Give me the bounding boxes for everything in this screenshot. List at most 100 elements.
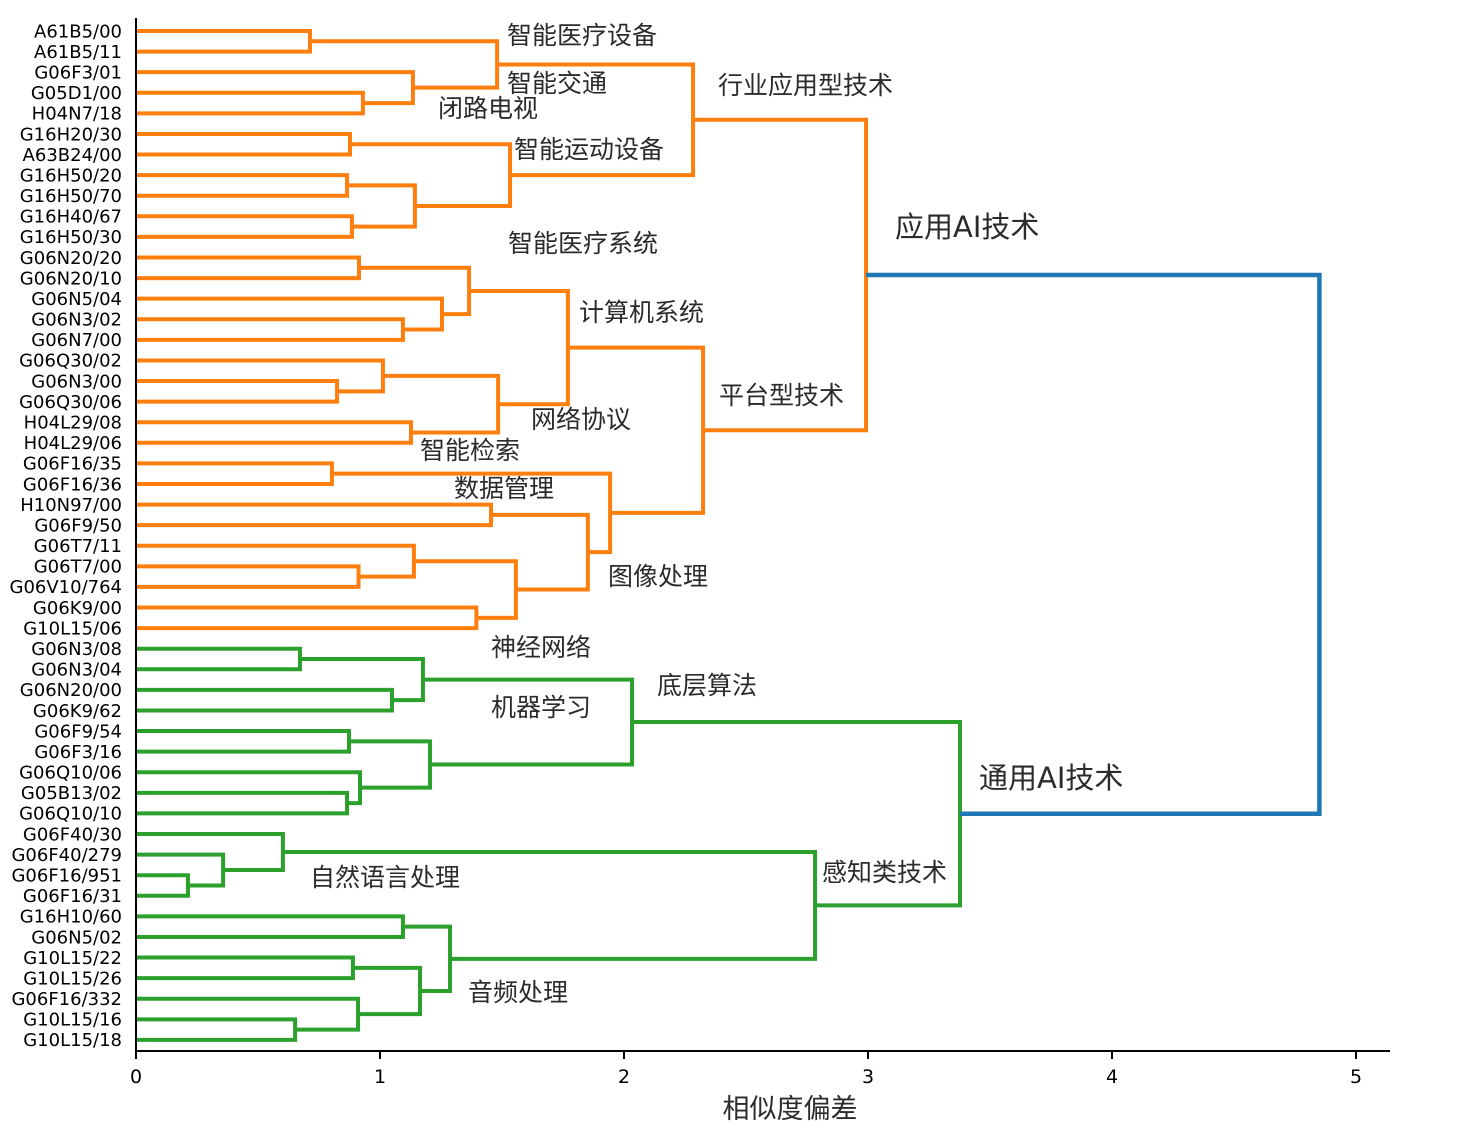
leaf-label: G06N3/08: [31, 639, 122, 660]
leaf-label: G06Q10/10: [19, 804, 122, 825]
dendrogram-links: [136, 29, 1322, 1042]
leaf-label: G06F9/54: [34, 721, 122, 742]
dendrogram-link-ROOT: [866, 272, 1322, 816]
leaf-label: G16H50/20: [20, 165, 122, 186]
cluster-label: 智能医疗系统: [508, 229, 658, 258]
leaf-label: G16H40/67: [20, 207, 122, 228]
leaf-label: A61B5/00: [34, 21, 122, 42]
leaf-label: G06N20/00: [20, 680, 122, 701]
x-axis-title: 相似度偏差: [723, 1094, 858, 1125]
leaf-label: A61B5/11: [34, 42, 122, 63]
leaf-label: G05D1/00: [31, 83, 122, 104]
dendrogram-link-C5: [136, 131, 352, 157]
dendrogram-link-C24: [136, 646, 302, 672]
dendrogram-link-C3: [136, 70, 415, 106]
dendrogram-link-C26: [299, 656, 425, 703]
dendrogram-link-C25: [136, 687, 394, 713]
x-tick-label: 0: [130, 1066, 142, 1088]
cluster-label: 神经网络: [491, 633, 591, 662]
dendrogram-link-Cdm: [491, 512, 590, 592]
dendrogram-link-Cf: [136, 1017, 298, 1042]
leaf-label: H04L29/08: [24, 413, 122, 434]
leaf-label: G06F9/50: [34, 515, 122, 536]
leaf-label: G06F3/01: [34, 62, 122, 83]
dendrogram-link-Cb: [136, 852, 226, 888]
leaf-label: G10L15/26: [23, 968, 122, 989]
leaf-label: A63B24/00: [23, 145, 122, 166]
cluster-label: 通用AI技术: [979, 761, 1123, 795]
leaf-label: G06F16/31: [23, 886, 122, 907]
cluster-label: 图像处理: [608, 562, 708, 591]
cluster-label: 应用AI技术: [895, 210, 1039, 244]
leaf-label: G16H50/70: [20, 186, 122, 207]
leaf-label: G06K9/00: [33, 598, 122, 619]
dendrogram-link-Cg: [136, 996, 361, 1032]
dendrogram-link-Ci: [402, 924, 453, 994]
x-tick-label: 1: [374, 1066, 386, 1088]
cluster-label: 机器学习: [491, 693, 591, 722]
cluster-label: 音频处理: [468, 978, 568, 1007]
leaf-label: G06F40/279: [11, 845, 122, 866]
leaf-label: G06V10/764: [10, 577, 123, 598]
dendrogram-link-C10: [136, 317, 405, 342]
cluster-label: 行业应用型技术: [718, 71, 893, 100]
dendrogram-link-C22: [136, 605, 479, 631]
dendrogram-link-Ce: [136, 955, 355, 981]
leaf-label: G06N3/04: [31, 660, 122, 681]
leaf-label: G05B13/02: [21, 783, 122, 804]
leaf-label: G06F16/35: [23, 454, 122, 475]
dendrogram-link-Cd: [136, 914, 405, 939]
dendrogram-link-C13: [136, 379, 340, 404]
dendrogram-link-Cc: [136, 832, 285, 873]
leaf-label: G16H10/60: [20, 907, 122, 928]
leaf-label: G06T7/11: [34, 536, 122, 557]
leaf-label: G16H20/30: [20, 124, 122, 145]
leaf-label: G06N5/02: [31, 927, 122, 948]
cluster-label: 智能检索: [420, 436, 520, 465]
axes: 0 1 2 3 4 5 相似度偏差: [130, 18, 1390, 1125]
leaf-label: G06N5/04: [31, 289, 122, 310]
dendrogram-link-C28: [136, 790, 350, 816]
leaf-label: G06F40/30: [23, 824, 122, 845]
cluster-label: 平台型技术: [719, 381, 844, 410]
dendrogram-link-C29: [136, 770, 362, 806]
dendrogram-link-C21: [136, 543, 416, 579]
leaf-label: G06N3/02: [31, 310, 122, 331]
leaf-label: G06N3/00: [31, 371, 122, 392]
leaf-labels: A61B5/00A61B5/11G06F3/01G05D1/00H04N7/18…: [10, 21, 123, 1051]
dendrogram-link-C12: [359, 265, 472, 317]
dendrogram-link-C18: [136, 461, 334, 486]
dendrogram-link-C6a: [136, 173, 350, 198]
cluster-label: 智能医疗设备: [507, 21, 657, 50]
cluster-label: 闭路电视: [438, 94, 538, 123]
leaf-label: H04N7/18: [32, 104, 122, 125]
leaf-label: G06F16/36: [23, 474, 122, 495]
x-tick-label: 2: [618, 1066, 630, 1088]
leaf-label: G06K9/62: [33, 701, 122, 722]
dendrogram-link-C15: [136, 420, 413, 445]
leaf-label: G06F16/951: [11, 865, 122, 886]
leaf-label: G06N20/10: [20, 268, 122, 289]
leaf-label: G10L15/18: [23, 1030, 122, 1051]
cluster-label: 智能运动设备: [514, 135, 664, 164]
dendrogram-link-C6: [347, 183, 417, 229]
dendrogram-link-C2: [136, 90, 365, 116]
leaf-label: G16H50/30: [20, 227, 122, 248]
leaf-label: G06N20/20: [20, 248, 122, 269]
x-tick-label: 3: [862, 1066, 874, 1088]
dendrogram-link-C20: [136, 564, 361, 589]
dendrogram-link-C9: [136, 255, 362, 281]
dendrogram-link-C19: [136, 502, 494, 528]
leaf-label: H10N97/00: [20, 495, 122, 516]
leaf-label: G10L15/06: [23, 618, 122, 639]
leaf-label: G10L15/22: [23, 948, 122, 969]
leaf-label: G06Q10/06: [19, 763, 122, 784]
leaf-label: G10L15/16: [23, 1010, 122, 1031]
leaf-label: G06N7/00: [31, 330, 122, 351]
cluster-label: 感知类技术: [822, 858, 947, 887]
cluster-label: 底层算法: [657, 671, 757, 700]
x-tick-label: 5: [1350, 1066, 1362, 1088]
cluster-label: 智能交通: [507, 69, 607, 98]
